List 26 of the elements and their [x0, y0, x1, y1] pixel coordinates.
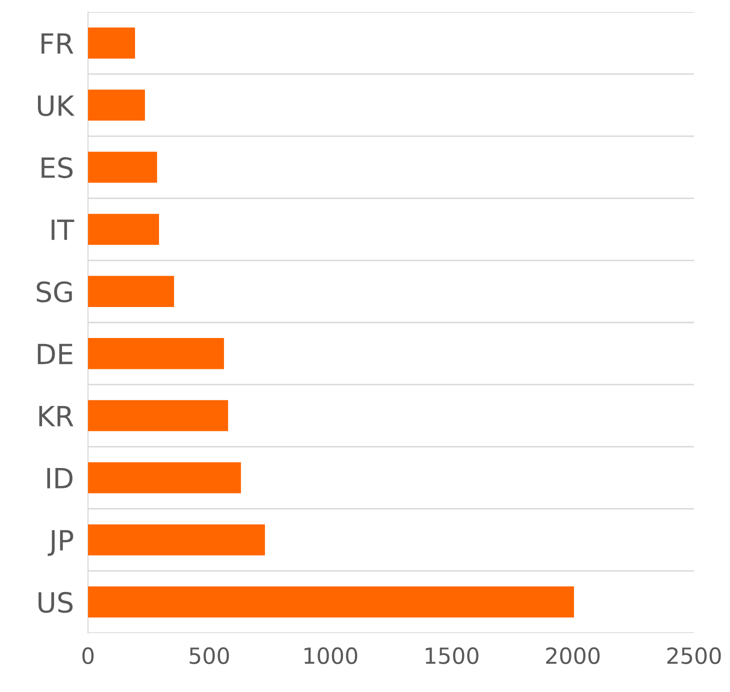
bar	[88, 90, 145, 121]
bar	[88, 586, 574, 618]
y-tick-label: FR	[42, 33, 74, 54]
x-tick-label: 1000	[304, 647, 358, 664]
y-tick-label: DE	[38, 344, 72, 364]
bar	[88, 400, 228, 432]
bar	[88, 214, 160, 245]
x-tick-label: 2500	[667, 647, 721, 664]
x-tick-label: 0	[82, 647, 94, 664]
y-tick-label: KR	[39, 406, 74, 426]
y-tick-label: IT	[52, 220, 74, 240]
x-tick-label: 2000	[546, 647, 600, 664]
y-tick-label: US	[38, 592, 73, 613]
bar	[88, 276, 174, 307]
y-tick-label: JP	[48, 530, 74, 556]
bar	[88, 462, 241, 494]
x-tick-label: 500	[190, 647, 229, 664]
bar	[88, 338, 224, 370]
x-tick-label: 1500	[426, 647, 478, 664]
y-tick-label: ES	[42, 157, 73, 178]
bar	[88, 28, 136, 59]
y-tick-label: ID	[47, 468, 72, 488]
bar	[88, 152, 158, 183]
y-tick-label: UK	[38, 95, 75, 116]
bar	[88, 524, 265, 556]
y-tick-label: SG	[36, 281, 72, 302]
